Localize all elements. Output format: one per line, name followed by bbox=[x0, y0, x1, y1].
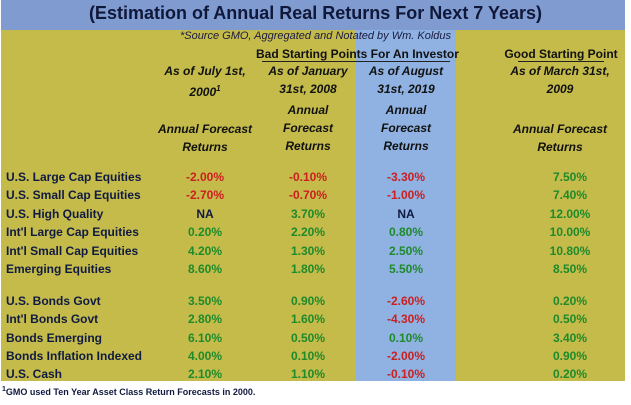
row-value-col3: -2.60% bbox=[386, 294, 426, 308]
row-value-col2: 3.70% bbox=[290, 207, 326, 221]
row-value-col1: 3.50% bbox=[187, 294, 223, 308]
row-value-col2: 0.50% bbox=[290, 331, 326, 345]
col3-date-header: As of August 31st, 2019 bbox=[356, 62, 456, 98]
row-value-col2: 1.10% bbox=[290, 367, 326, 381]
row-value-col2: 0.90% bbox=[290, 294, 326, 308]
col4-date-line2: 2009 bbox=[546, 82, 574, 96]
col2-forecast-header: Annual Forecast Returns bbox=[282, 103, 334, 153]
row-label: U.S. Large Cap Equities bbox=[6, 170, 142, 184]
col4-date-line1: As of March 31st, bbox=[510, 64, 610, 78]
row-label: U.S. Cash bbox=[6, 367, 63, 381]
page-title: (Estimation of Annual Real Returns For N… bbox=[88, 3, 543, 23]
row-value-col3: 5.50% bbox=[388, 262, 424, 276]
col1-date-header: As of July 1st, 20001 bbox=[150, 62, 260, 101]
row-value-col1: 4.20% bbox=[187, 244, 223, 258]
group-header-bad: Bad Starting Points For An Investor bbox=[256, 47, 459, 61]
row-value-col2: 1.80% bbox=[290, 262, 326, 276]
row-value-col4: 7.50% bbox=[552, 170, 588, 184]
footnote: 1GMO used Ten Year Asset Class Return Fo… bbox=[2, 386, 255, 397]
row-value-col1: -2.70% bbox=[185, 188, 225, 202]
row-label: Int'l Small Cap Equities bbox=[6, 244, 139, 258]
row-value-col4: 0.20% bbox=[552, 367, 588, 381]
row-value-col3: -3.30% bbox=[386, 170, 426, 184]
row-value-col1: 0.20% bbox=[187, 225, 223, 239]
col3-date-line2: 31st, 2019 bbox=[377, 82, 435, 96]
col1-date-line2: 20001 bbox=[189, 84, 221, 99]
row-value-col3: 2.50% bbox=[388, 244, 424, 258]
row-value-col2: 1.30% bbox=[290, 244, 326, 258]
row-value-col4: 12.00% bbox=[549, 207, 591, 221]
col1-footnote-marker: 1 bbox=[216, 84, 221, 93]
row-value-col2: 1.60% bbox=[290, 312, 326, 326]
col1-forecast-header: Annual Forecast Returns bbox=[157, 122, 253, 154]
footnote-marker: 1 bbox=[2, 386, 6, 393]
col2-date-header: As of January 31st, 2008 bbox=[260, 62, 356, 98]
row-value-col2: -0.10% bbox=[288, 170, 328, 184]
panel-right bbox=[456, 30, 625, 381]
col4-date-header: As of March 31st, 2009 bbox=[500, 62, 620, 98]
row-value-col4: 10.80% bbox=[549, 244, 591, 258]
row-value-col3: NA bbox=[397, 207, 415, 221]
row-label: Bonds Emerging bbox=[6, 331, 103, 345]
col1-date-line1: As of July 1st, bbox=[164, 64, 246, 78]
row-label: Int'l Bonds Govt bbox=[6, 312, 99, 326]
title-bar bbox=[1, 0, 625, 30]
row-value-col1: 2.80% bbox=[187, 312, 223, 326]
row-value-col2: -0.70% bbox=[288, 188, 328, 202]
row-value-col4: 8.50% bbox=[552, 262, 588, 276]
footnote-text: GMO used Ten Year Asset Class Return For… bbox=[5, 387, 256, 397]
col4-forecast-header: Annual Forecast Returns bbox=[512, 122, 608, 154]
row-value-col4: 10.00% bbox=[549, 225, 591, 239]
row-value-col3: -1.00% bbox=[386, 188, 426, 202]
row-value-col1: NA bbox=[196, 207, 214, 221]
row-value-col3: -2.00% bbox=[386, 349, 426, 363]
row-value-col1: 6.10% bbox=[187, 331, 223, 345]
row-label: Bonds Inflation Indexed bbox=[6, 349, 143, 363]
row-label: U.S. High Quality bbox=[6, 207, 104, 221]
row-label: U.S. Small Cap Equities bbox=[6, 188, 141, 202]
row-value-col4: 0.50% bbox=[552, 312, 588, 326]
row-value-col3: 0.10% bbox=[388, 331, 424, 345]
row-label: Emerging Equities bbox=[6, 262, 112, 276]
col2-date-line1: As of January bbox=[268, 64, 348, 78]
row-value-col4: 7.40% bbox=[552, 188, 588, 202]
row-label: U.S. Bonds Govt bbox=[6, 294, 101, 308]
row-value-col2: 2.20% bbox=[290, 225, 326, 239]
row-value-col4: 3.40% bbox=[552, 331, 588, 345]
row-value-col4: 0.90% bbox=[552, 349, 588, 363]
col3-date-line1: As of August bbox=[368, 64, 444, 78]
row-value-col1: 2.10% bbox=[187, 367, 223, 381]
row-value-col1: 8.60% bbox=[187, 262, 223, 276]
source-note: *Source GMO, Aggregated and Notated by W… bbox=[179, 30, 452, 42]
panel-left bbox=[1, 30, 356, 381]
group-header-bad-underline bbox=[262, 61, 450, 62]
row-label: Int'l Large Cap Equities bbox=[6, 225, 139, 239]
row-value-col2: 0.10% bbox=[290, 349, 326, 363]
row-value-col4: 0.20% bbox=[552, 294, 588, 308]
col2-date-line2: 31st, 2008 bbox=[279, 82, 337, 96]
col3-forecast-header: Annual Forecast Returns bbox=[380, 103, 432, 153]
row-value-col3: -0.10% bbox=[386, 367, 426, 381]
highlight-column bbox=[356, 30, 456, 381]
group-header-good: Good Starting Point bbox=[504, 47, 618, 61]
row-value-col1: 4.00% bbox=[187, 349, 223, 363]
row-value-col3: 0.80% bbox=[388, 225, 424, 239]
group-header-good-underline bbox=[518, 61, 604, 62]
row-value-col1: -2.00% bbox=[185, 170, 225, 184]
row-value-col3: -4.30% bbox=[386, 312, 426, 326]
